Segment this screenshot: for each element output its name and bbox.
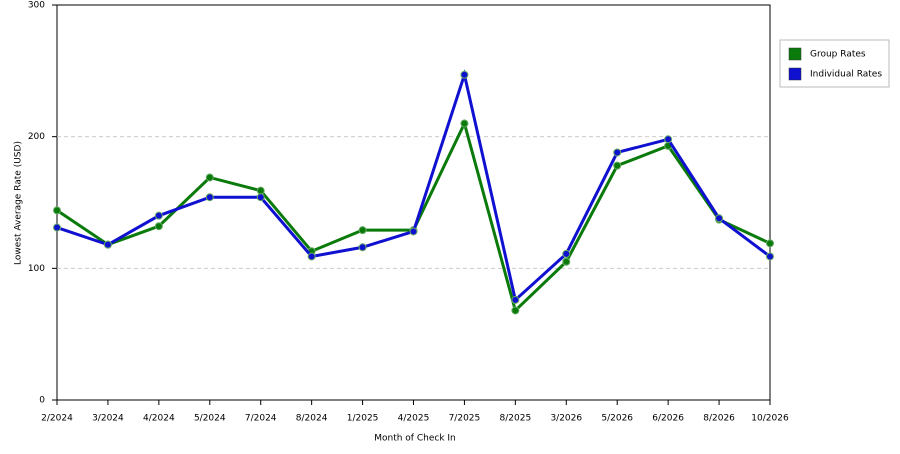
data-point xyxy=(613,161,622,170)
plot-area xyxy=(56,4,771,401)
data-point xyxy=(256,186,265,195)
x-tick-label: 4/2024 xyxy=(143,414,175,424)
x-tick-label: 5/2026 xyxy=(601,414,633,424)
data-point xyxy=(103,240,112,249)
x-tick-label: 3/2024 xyxy=(92,414,124,424)
data-point xyxy=(307,252,316,261)
x-tick-label: 1/2025 xyxy=(347,414,379,424)
data-point xyxy=(715,214,724,223)
x-tick-label: 10/2026 xyxy=(751,414,789,424)
data-point xyxy=(154,211,163,220)
legend-swatch xyxy=(788,47,802,61)
data-point xyxy=(562,257,571,266)
data-point xyxy=(664,135,673,144)
legend-swatch xyxy=(788,67,802,81)
data-point xyxy=(53,206,61,215)
x-tick-label: 8/2026 xyxy=(703,414,735,424)
x-tick-label: 6/2026 xyxy=(652,414,684,424)
x-tick-label: 2/2024 xyxy=(41,414,73,424)
data-point xyxy=(766,252,774,261)
x-tick-label: 7/2024 xyxy=(245,414,277,424)
series-line xyxy=(56,69,771,303)
data-point xyxy=(562,249,571,258)
data-point xyxy=(511,295,520,304)
data-point xyxy=(613,148,622,157)
legend-label: Individual Rates xyxy=(810,70,882,80)
x-tick-label: 7/2025 xyxy=(449,414,481,424)
data-point xyxy=(409,227,418,236)
series-line xyxy=(56,119,771,314)
data-point xyxy=(358,243,367,252)
data-point xyxy=(53,223,61,232)
data-point xyxy=(511,306,520,315)
x-axis-label: Month of Check In xyxy=(374,434,456,444)
data-point xyxy=(460,119,469,128)
y-tick-label: 200 xyxy=(28,132,45,142)
y-tick-label: 300 xyxy=(28,1,45,11)
x-tick-label: 3/2026 xyxy=(550,414,582,424)
x-tick-label: 5/2024 xyxy=(194,414,226,424)
y-axis-label: Lowest Average Rate (USD) xyxy=(14,141,24,265)
x-tick-label: 8/2024 xyxy=(296,414,328,424)
y-tick-label: 0 xyxy=(39,396,45,406)
y-tick-label: 100 xyxy=(28,264,45,274)
data-point xyxy=(205,193,214,202)
x-tick-label: 8/2025 xyxy=(500,414,532,424)
data-point xyxy=(358,226,367,235)
data-point xyxy=(766,239,774,248)
legend-label: Group Rates xyxy=(810,50,866,60)
data-point xyxy=(154,222,163,231)
data-point xyxy=(460,70,469,79)
x-tick-label: 4/2025 xyxy=(398,414,430,424)
data-point xyxy=(205,173,214,182)
data-point xyxy=(256,193,265,202)
